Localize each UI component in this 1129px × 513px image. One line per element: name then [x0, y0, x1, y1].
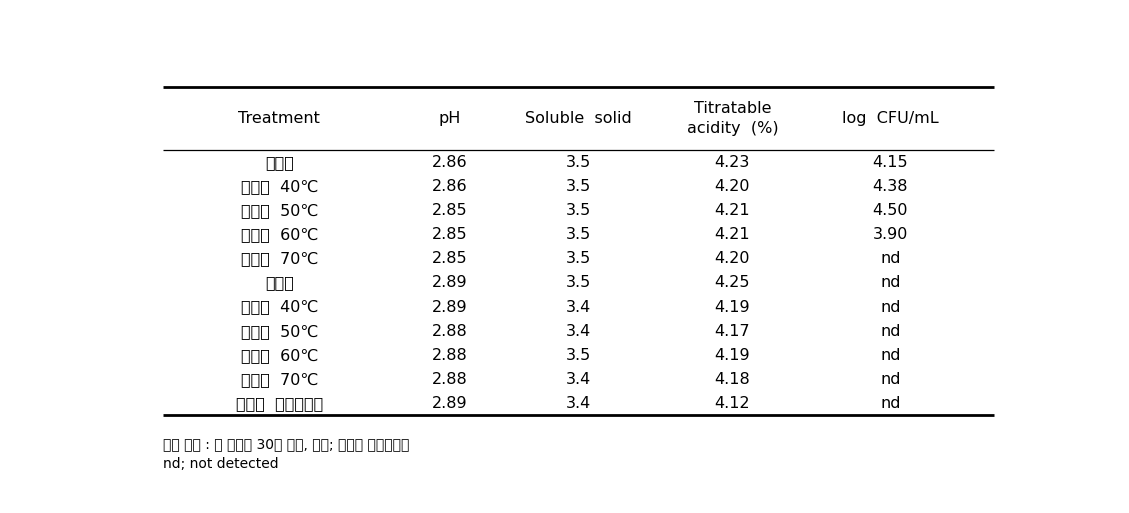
Text: 4.12: 4.12	[715, 396, 750, 411]
Text: 3.5: 3.5	[566, 348, 592, 363]
Text: 여과전  70℃: 여과전 70℃	[240, 251, 318, 266]
Text: 3.4: 3.4	[566, 396, 592, 411]
Text: 2.86: 2.86	[432, 179, 467, 194]
Text: 4.38: 4.38	[873, 179, 908, 194]
Text: nd: nd	[881, 324, 901, 339]
Text: 2.86: 2.86	[432, 155, 467, 170]
Text: 4.17: 4.17	[715, 324, 750, 339]
Text: 2.89: 2.89	[432, 275, 467, 290]
Text: 여과후  60℃: 여과후 60℃	[240, 348, 318, 363]
Text: nd: nd	[881, 251, 901, 266]
Text: nd: nd	[881, 348, 901, 363]
Text: 3.5: 3.5	[566, 251, 592, 266]
Text: 4.21: 4.21	[715, 203, 750, 218]
Text: 4.18: 4.18	[715, 372, 751, 387]
Text: 4.50: 4.50	[873, 203, 908, 218]
Text: 3.4: 3.4	[566, 372, 592, 387]
Text: 3.4: 3.4	[566, 300, 592, 314]
Text: 2.85: 2.85	[432, 203, 467, 218]
Text: nd; not detected: nd; not detected	[163, 457, 279, 471]
Text: nd: nd	[881, 372, 901, 387]
Text: 2.89: 2.89	[432, 300, 467, 314]
Text: 2.88: 2.88	[432, 324, 467, 339]
Text: 2.85: 2.85	[432, 251, 467, 266]
Text: 2.89: 2.89	[432, 396, 467, 411]
Text: 3.5: 3.5	[566, 203, 592, 218]
Text: 2.88: 2.88	[432, 348, 467, 363]
Text: 여과후: 여과후	[265, 275, 294, 290]
Text: 여과전  40℃: 여과전 40℃	[240, 179, 318, 194]
Text: 여과후  40℃: 여과후 40℃	[240, 300, 318, 314]
Text: 2.88: 2.88	[432, 372, 467, 387]
Text: 여과후  70℃: 여과후 70℃	[240, 372, 318, 387]
Text: nd: nd	[881, 275, 901, 290]
Text: 3.5: 3.5	[566, 275, 592, 290]
Text: 3.5: 3.5	[566, 227, 592, 242]
Text: pH: pH	[438, 111, 461, 126]
Text: 4.21: 4.21	[715, 227, 750, 242]
Text: nd: nd	[881, 300, 901, 314]
Text: 여과전  50℃: 여과전 50℃	[240, 203, 318, 218]
Text: 2.85: 2.85	[432, 227, 467, 242]
Text: 4.20: 4.20	[715, 251, 750, 266]
Text: 3.5: 3.5	[566, 179, 592, 194]
Text: 4.23: 4.23	[715, 155, 750, 170]
Text: Titratable
acidity  (%): Titratable acidity (%)	[686, 102, 778, 136]
Text: 4.20: 4.20	[715, 179, 750, 194]
Text: 여과후  50℃: 여과후 50℃	[240, 324, 318, 339]
Text: log  CFU/mL: log CFU/mL	[842, 111, 938, 126]
Text: nd: nd	[881, 396, 901, 411]
Text: Treatment: Treatment	[238, 111, 321, 126]
Text: 살균 조건 : 각 온도별 30분 처리, 여과; 규조토 프리코팅법: 살균 조건 : 각 온도별 30분 처리, 여과; 규조토 프리코팅법	[163, 437, 410, 451]
Text: 여과전  60℃: 여과전 60℃	[240, 227, 318, 242]
Text: 3.5: 3.5	[566, 155, 592, 170]
Text: 3.90: 3.90	[873, 227, 908, 242]
Text: 4.25: 4.25	[715, 275, 750, 290]
Text: Soluble  solid: Soluble solid	[525, 111, 632, 126]
Text: 4.19: 4.19	[715, 348, 750, 363]
Text: 3.4: 3.4	[566, 324, 592, 339]
Text: 4.19: 4.19	[715, 300, 750, 314]
Text: 여과후  웸트라필터: 여과후 웸트라필터	[236, 396, 323, 411]
Text: 4.15: 4.15	[873, 155, 908, 170]
Text: 여과전: 여과전	[265, 155, 294, 170]
